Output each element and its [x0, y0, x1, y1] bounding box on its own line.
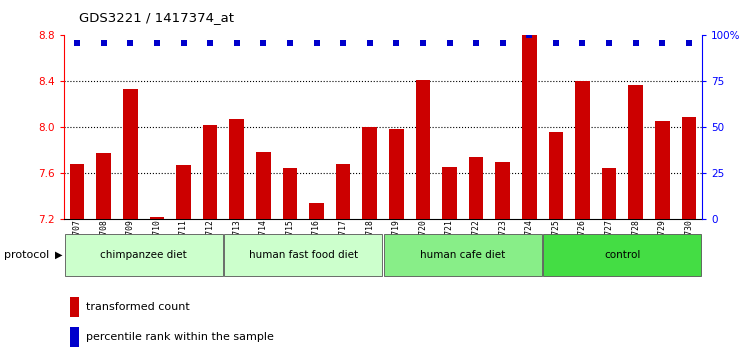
Point	[258, 40, 270, 46]
Text: protocol: protocol	[4, 250, 49, 260]
Bar	[415, 80, 430, 219]
Bar	[309, 203, 324, 219]
Point	[417, 40, 429, 46]
Point	[231, 40, 243, 46]
Point	[470, 40, 482, 46]
Bar	[149, 217, 164, 219]
Text: percentile rank within the sample: percentile rank within the sample	[86, 332, 274, 342]
Point	[391, 40, 403, 46]
Point	[523, 33, 535, 38]
Text: ▶: ▶	[55, 250, 62, 260]
Point	[310, 40, 322, 46]
Point	[204, 40, 216, 46]
Point	[683, 40, 695, 46]
Text: human cafe diet: human cafe diet	[420, 250, 505, 260]
Bar	[203, 125, 218, 219]
Text: transformed count: transformed count	[86, 302, 190, 312]
Bar	[96, 153, 111, 219]
Bar	[176, 165, 191, 219]
Point	[151, 40, 163, 46]
Point	[550, 40, 562, 46]
Bar	[336, 164, 351, 219]
Bar	[389, 129, 403, 219]
Point	[444, 40, 456, 46]
FancyBboxPatch shape	[384, 234, 541, 276]
Point	[496, 40, 508, 46]
Bar	[469, 157, 484, 219]
FancyBboxPatch shape	[65, 234, 222, 276]
Bar	[71, 297, 79, 317]
Point	[98, 40, 110, 46]
Text: chimpanzee diet: chimpanzee diet	[100, 250, 187, 260]
Bar	[442, 166, 457, 219]
Point	[363, 40, 376, 46]
Point	[656, 40, 668, 46]
Bar	[71, 327, 79, 347]
Bar	[629, 85, 643, 219]
Bar	[229, 119, 244, 219]
Point	[125, 40, 137, 46]
Bar	[70, 164, 84, 219]
Bar	[575, 81, 590, 219]
Point	[603, 40, 615, 46]
Point	[577, 40, 589, 46]
Bar	[602, 168, 617, 219]
Bar	[548, 132, 563, 219]
Bar	[496, 162, 510, 219]
Point	[177, 40, 189, 46]
Bar	[682, 117, 696, 219]
FancyBboxPatch shape	[544, 234, 701, 276]
Bar	[282, 168, 297, 219]
Text: control: control	[605, 250, 641, 260]
Point	[71, 40, 83, 46]
Bar	[522, 35, 537, 219]
Bar	[123, 90, 137, 219]
Point	[284, 40, 296, 46]
Point	[337, 40, 349, 46]
Point	[629, 40, 641, 46]
Bar	[256, 152, 270, 219]
Text: human fast food diet: human fast food diet	[249, 250, 357, 260]
Bar	[655, 120, 670, 219]
FancyBboxPatch shape	[225, 234, 382, 276]
Bar	[363, 127, 377, 219]
Text: GDS3221 / 1417374_at: GDS3221 / 1417374_at	[79, 11, 234, 24]
